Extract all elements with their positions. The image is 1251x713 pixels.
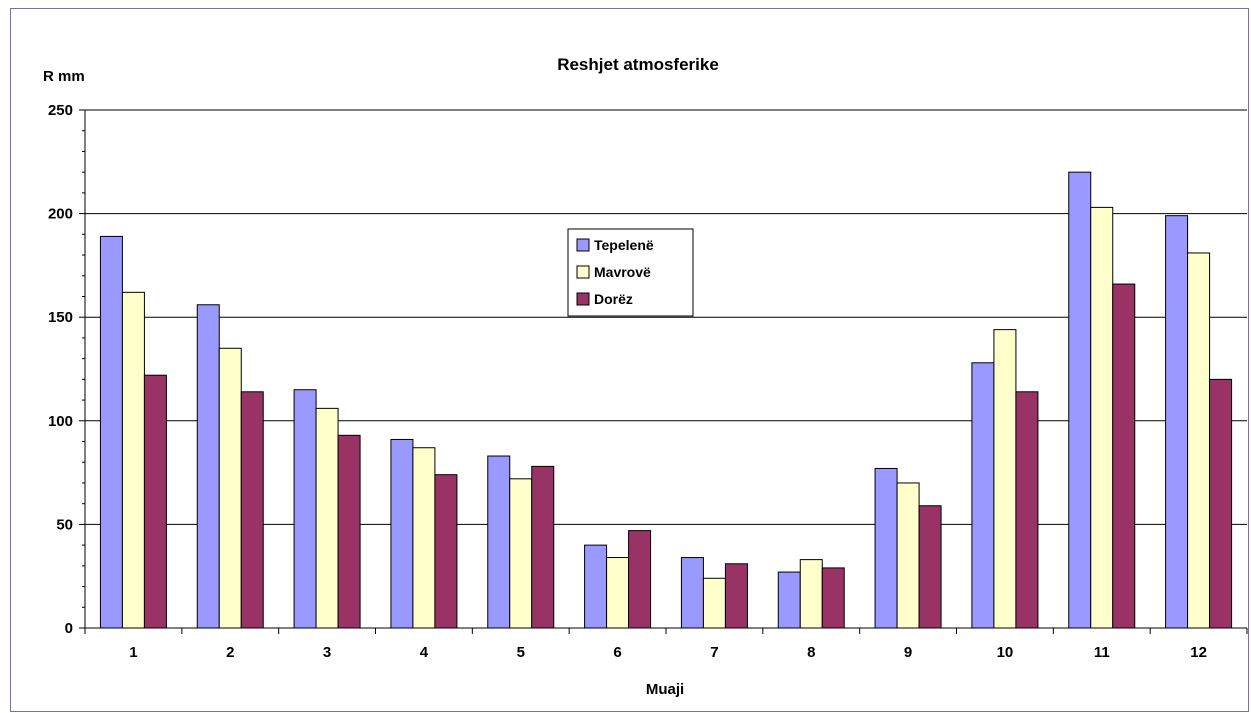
bar-Tepelenë-12 <box>1165 215 1189 629</box>
x-tick-label-3: 3 <box>323 644 331 661</box>
bar-Mavrovë-5 <box>509 478 533 629</box>
y-axis-label: R mm <box>43 68 85 85</box>
bar-Dorëz-12 <box>1209 378 1233 629</box>
bar-Dorëz-10 <box>1015 391 1039 629</box>
bar-Dorëz-11 <box>1112 283 1136 629</box>
bar-Tepelenë-9 <box>874 467 898 629</box>
bar-Dorëz-8 <box>821 567 845 629</box>
x-tick-label-6: 6 <box>613 644 621 661</box>
x-tick-label-1: 1 <box>129 644 137 661</box>
bar-Dorëz-7 <box>724 563 748 629</box>
x-tick-label-4: 4 <box>420 644 429 661</box>
bar-Tepelenë-1 <box>99 235 123 629</box>
bar-Tepelenë-2 <box>196 304 220 629</box>
bar-Dorëz-9 <box>918 505 942 629</box>
y-tick-label-200: 200 <box>48 206 73 223</box>
bar-Mavrovë-2 <box>218 347 242 629</box>
bar-Mavrovë-1 <box>121 291 145 629</box>
bar-Tepelenë-3 <box>293 389 317 629</box>
bar-Mavrovë-4 <box>412 447 436 629</box>
bar-Mavrovë-7 <box>702 577 726 629</box>
legend-label-Dorëz: Dorëz <box>594 291 633 307</box>
y-tick-label-150: 150 <box>48 309 73 326</box>
axes <box>79 109 1248 634</box>
bar-Tepelenë-11 <box>1068 171 1092 629</box>
bar-Mavrovë-3 <box>315 407 339 629</box>
x-tick-label-10: 10 <box>997 644 1014 661</box>
legend-swatch-Mavrovë <box>576 265 590 279</box>
bar-Dorëz-4 <box>434 474 458 629</box>
bar-Tepelenë-7 <box>680 557 704 629</box>
x-axis-label: Muaji <box>646 681 684 698</box>
x-tick-label-8: 8 <box>807 644 815 661</box>
bar-Tepelenë-6 <box>584 544 608 629</box>
y-tick-label-250: 250 <box>48 102 73 119</box>
bar-Dorëz-2 <box>240 391 264 629</box>
x-tick-label-5: 5 <box>517 644 525 661</box>
bar-Dorëz-6 <box>628 530 652 629</box>
chart-title: Reshjet atmosferike <box>557 55 719 74</box>
legend-swatch-Dorëz <box>576 292 590 306</box>
x-tick-label-11: 11 <box>1094 644 1110 661</box>
bar-Mavrovë-12 <box>1187 252 1211 629</box>
bar-Tepelenë-8 <box>777 571 801 629</box>
bar-Tepelenë-4 <box>390 438 414 629</box>
bar-Mavrovë-9 <box>896 482 920 629</box>
bar-Mavrovë-8 <box>799 559 823 629</box>
bar-Dorëz-3 <box>337 434 361 629</box>
y-tick-label-0: 0 <box>65 620 73 637</box>
x-tick-label-12: 12 <box>1190 644 1207 661</box>
bars <box>99 171 1233 629</box>
y-tick-label-100: 100 <box>48 413 73 430</box>
bar-Tepelenë-5 <box>487 455 511 629</box>
legend-swatch-Tepelenë <box>576 238 590 252</box>
x-tick-label-7: 7 <box>710 644 718 661</box>
x-tick-label-2: 2 <box>226 644 234 661</box>
bar-Dorëz-5 <box>531 465 555 629</box>
bar-Mavrovë-10 <box>993 329 1017 629</box>
legend-label-Mavrovë: Mavrovë <box>594 264 651 280</box>
bar-Tepelenë-10 <box>971 362 995 629</box>
bar-Dorëz-1 <box>143 374 167 629</box>
legend-label-Tepelenë: Tepelenë <box>594 237 654 253</box>
gridlines <box>85 109 1247 525</box>
x-tick-label-9: 9 <box>904 644 912 661</box>
y-tick-label-50: 50 <box>56 516 73 533</box>
bar-Mavrovë-11 <box>1090 206 1114 629</box>
legend: Tepelenë Mavrovë Dorëz <box>567 228 694 317</box>
bar-Mavrovë-6 <box>606 557 630 629</box>
